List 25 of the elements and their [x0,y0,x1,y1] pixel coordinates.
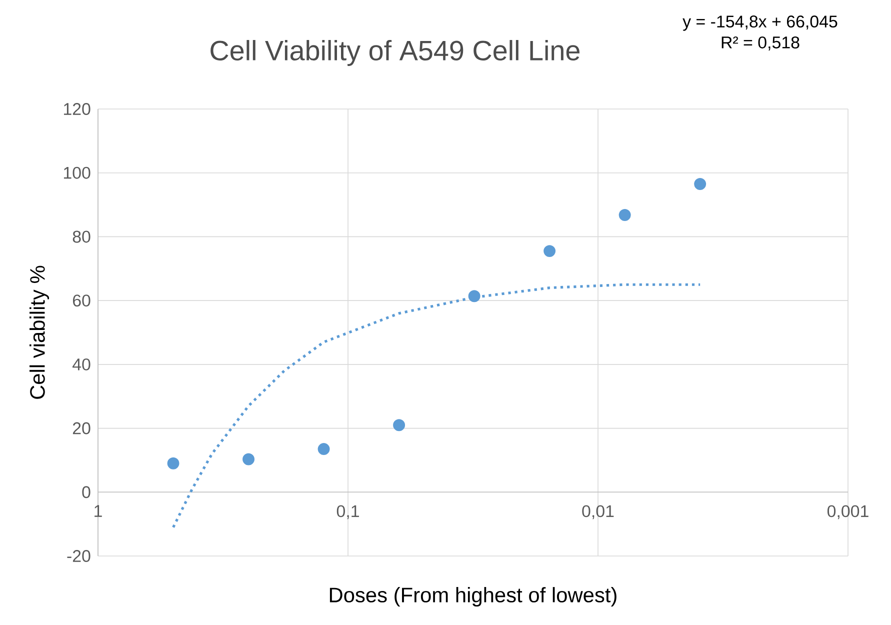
point [694,178,706,190]
x-tick-label: 0,001 [827,505,868,520]
point [167,457,180,470]
y-tick-label: 100 [64,166,90,179]
y-tick-label: 80 [72,230,90,243]
y-tick-label: 0 [82,486,90,498]
text: y = -154,8x + 66,045 [682,16,838,31]
y-tick-label: 120 [64,103,90,115]
point [393,419,406,432]
x-tick-label: 1 [94,505,102,517]
point [318,443,330,456]
chart-title: Cell Viability of A549 Cell Line [210,40,580,66]
y-axis-title: Cell viability % [30,266,50,399]
y-tick-label: 20 [72,422,90,434]
point [468,290,480,302]
point [618,209,631,221]
point [242,453,254,466]
x-tick-label: 0,1 [336,505,359,520]
text: R² = 0,518 [722,36,800,50]
x-axis-title: Doses (From highest of lowest) [330,587,616,607]
y-tick-label: -20 [67,550,90,562]
y-tick-label: 40 [72,358,90,370]
point [544,245,556,258]
y-tick-label: 60 [72,294,90,307]
x-tick-label: 0,01 [582,505,614,520]
